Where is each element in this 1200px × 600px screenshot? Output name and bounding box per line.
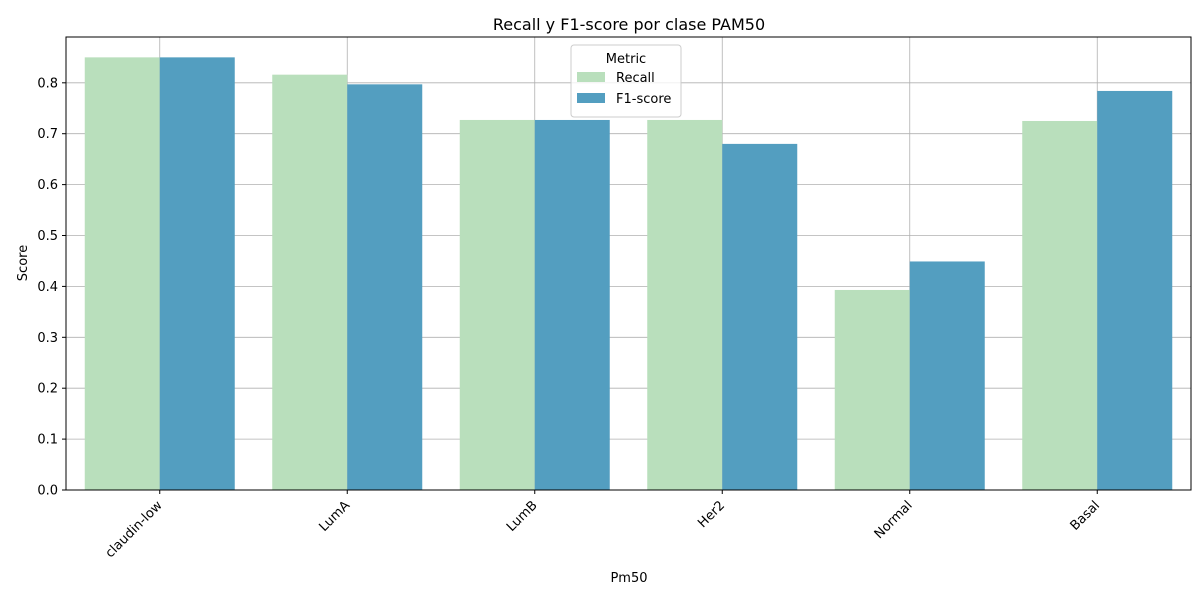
y-tick-label: 0.2 bbox=[37, 382, 58, 397]
bar-f1-score-basal bbox=[1097, 90, 1173, 490]
bar-recall-normal bbox=[834, 289, 910, 490]
bar-f1-score-claudin-low bbox=[159, 57, 235, 490]
bar-f1-score-her2 bbox=[722, 143, 798, 490]
bar-recall-basal bbox=[1022, 120, 1098, 490]
legend-label-f1-score: F1-score bbox=[616, 92, 671, 107]
bar-f1-score-luma bbox=[347, 84, 423, 491]
plot-frame bbox=[65, 36, 1192, 491]
y-tick-label: 0.0 bbox=[37, 484, 58, 499]
x-tick-label-basal: Basal bbox=[1068, 498, 1104, 534]
bars bbox=[84, 57, 1173, 491]
legend-title: Metric bbox=[606, 52, 646, 67]
legend-swatch-f1-score bbox=[577, 93, 605, 103]
bar-recall-her2 bbox=[647, 119, 723, 490]
x-tick-label-lumb: LumB bbox=[504, 498, 541, 535]
bar-f1-score-lumb bbox=[534, 119, 610, 490]
legend: Metric Recall F1-score bbox=[570, 44, 682, 118]
y-tick-label: 0.5 bbox=[37, 229, 58, 244]
y-axis-label: Score bbox=[16, 245, 31, 281]
bar-recall-lumb bbox=[459, 119, 535, 490]
bar-recall-luma bbox=[272, 74, 348, 491]
chart-title: Recall y F1-score por clase PAM50 bbox=[493, 15, 765, 34]
x-tick-label-normal: Normal bbox=[872, 498, 916, 542]
x-tick-label-her2: Her2 bbox=[695, 498, 728, 531]
x-tick-label-claudin-low: claudin-low bbox=[103, 498, 166, 561]
legend-label-recall: Recall bbox=[616, 71, 655, 86]
legend-swatch-recall bbox=[577, 72, 605, 82]
bar-f1-score-normal bbox=[909, 261, 985, 490]
y-tick-label: 0.1 bbox=[37, 433, 58, 448]
y-tick-label: 0.7 bbox=[37, 127, 58, 142]
bar-recall-claudin-low bbox=[84, 57, 160, 490]
x-axis-label: Pm50 bbox=[610, 571, 647, 586]
x-tick-label-luma: LumA bbox=[316, 498, 353, 535]
y-tick-label: 0.4 bbox=[37, 280, 58, 295]
y-tick-label: 0.6 bbox=[37, 178, 58, 193]
y-tick-label: 0.8 bbox=[37, 76, 58, 91]
y-tick-label: 0.3 bbox=[37, 331, 58, 346]
